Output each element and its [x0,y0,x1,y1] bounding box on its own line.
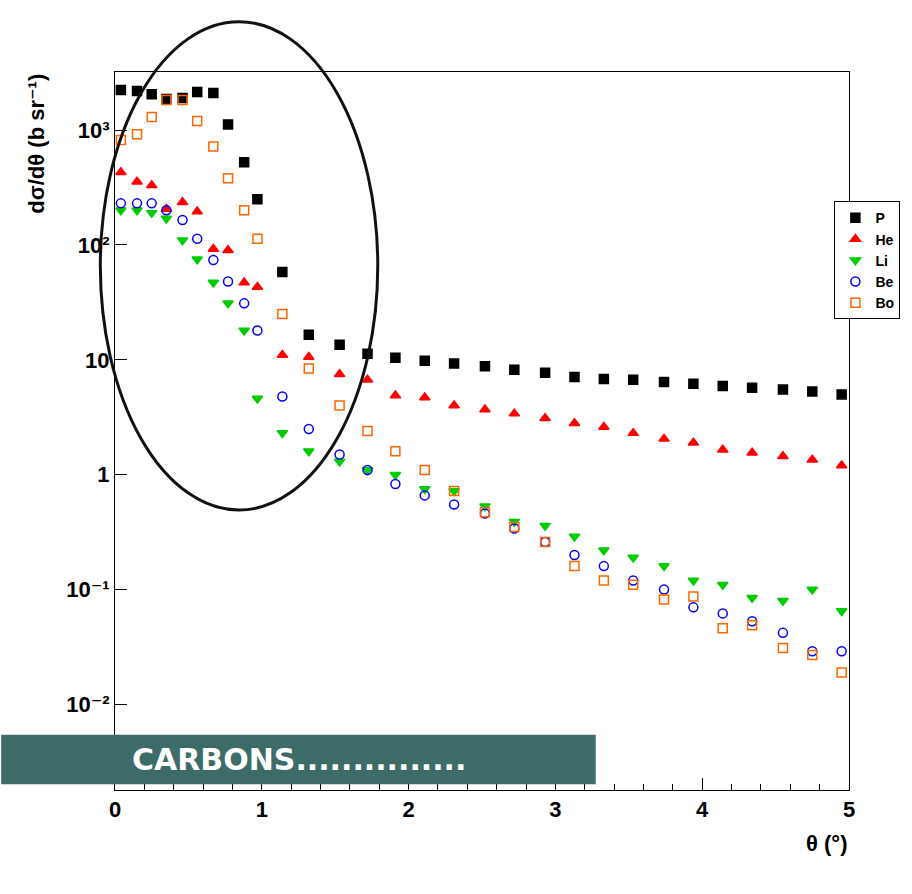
svg-text:θ (°): θ (°) [806,831,847,856]
svg-text:3: 3 [549,797,561,822]
svg-text:10: 10 [85,348,109,373]
svg-text:Li: Li [875,253,887,269]
svg-text:1: 1 [256,797,268,822]
svg-text:10³: 10³ [78,118,110,143]
svg-text:P: P [875,210,884,226]
svg-text:CARBONS...............: CARBONS............... [132,742,466,777]
svg-text:Bo: Bo [875,295,894,311]
svg-text:1: 1 [97,462,109,487]
svg-text:5: 5 [843,797,855,822]
svg-text:4: 4 [696,797,709,822]
svg-text:10⁻¹: 10⁻¹ [66,577,109,602]
svg-text:10²: 10² [78,233,110,258]
svg-text:10⁻²: 10⁻² [66,692,109,717]
svg-text:0: 0 [109,797,121,822]
svg-text:dσ/dθ (b sr⁻¹): dσ/dθ (b sr⁻¹) [24,74,49,214]
svg-text:2: 2 [402,797,414,822]
svg-text:He: He [875,232,893,248]
svg-text:Be: Be [875,274,893,290]
